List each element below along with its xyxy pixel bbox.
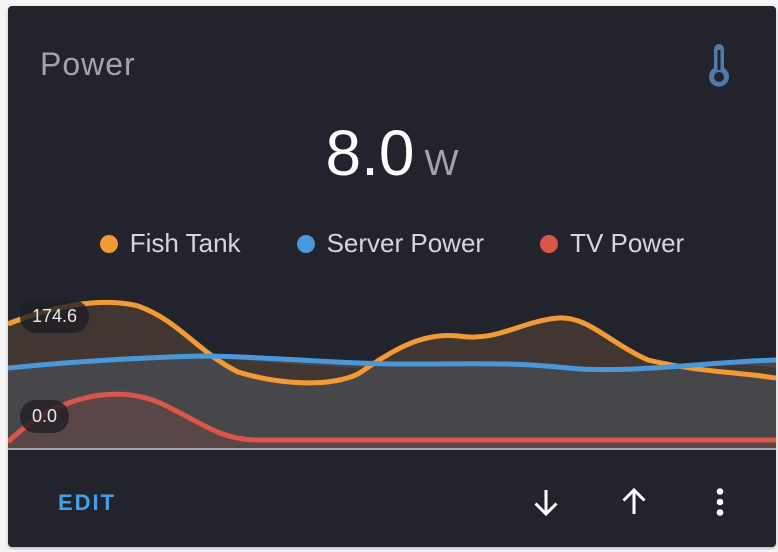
legend-label: Fish Tank [129,228,241,258]
edit-button[interactable]: EDIT [58,490,117,515]
arrow-down-icon[interactable] [528,484,564,520]
power-chart[interactable] [8,292,776,448]
legend-label: Server Power [326,228,485,258]
legend-item-server-power[interactable]: Server Power [296,228,485,259]
legend-item-fish-tank[interactable]: Fish Tank [99,228,241,259]
server-power-dot-icon [296,234,315,253]
card-footer: EDIT [8,448,776,547]
fish-tank-dot-icon [99,234,118,253]
chart-legend: Fish Tank Server Power TV Power [8,228,776,259]
state-value: 8.0 [325,117,415,189]
power-card: Power 8.0 W Fish Tank Server Power TV Pow… [8,6,776,547]
chart-max-label: 174.6 [20,300,90,333]
thermometer-icon[interactable] [703,40,735,90]
current-state: 8.0 W [8,116,776,190]
card-title: Power [40,46,136,82]
more-vertical-icon[interactable] [702,484,738,520]
state-unit: W [424,142,459,183]
legend-item-tv-power[interactable]: TV Power [540,228,684,259]
legend-label: TV Power [570,228,685,258]
tv-power-dot-icon [540,234,559,253]
chart-min-label: 0.0 [20,400,70,433]
arrow-up-icon[interactable] [616,484,652,520]
